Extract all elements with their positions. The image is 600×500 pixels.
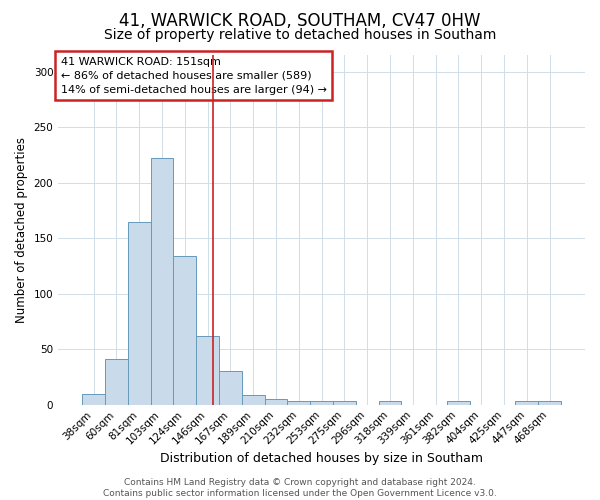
Bar <box>151 158 173 404</box>
Text: Size of property relative to detached houses in Southam: Size of property relative to detached ho… <box>104 28 496 42</box>
Text: 41, WARWICK ROAD, SOUTHAM, CV47 0HW: 41, WARWICK ROAD, SOUTHAM, CV47 0HW <box>119 12 481 30</box>
Bar <box>538 402 561 404</box>
Bar <box>173 256 196 404</box>
Bar <box>287 402 310 404</box>
Text: 41 WARWICK ROAD: 151sqm
← 86% of detached houses are smaller (589)
14% of semi-d: 41 WARWICK ROAD: 151sqm ← 86% of detache… <box>61 56 327 94</box>
Bar <box>265 399 287 404</box>
Bar <box>310 402 333 404</box>
Bar <box>128 222 151 404</box>
Bar <box>105 359 128 405</box>
Text: Contains HM Land Registry data © Crown copyright and database right 2024.
Contai: Contains HM Land Registry data © Crown c… <box>103 478 497 498</box>
Bar <box>82 394 105 404</box>
X-axis label: Distribution of detached houses by size in Southam: Distribution of detached houses by size … <box>160 452 483 465</box>
Bar <box>447 402 470 404</box>
Bar <box>196 336 219 404</box>
Bar <box>242 394 265 404</box>
Bar <box>219 372 242 404</box>
Bar <box>333 402 356 404</box>
Y-axis label: Number of detached properties: Number of detached properties <box>15 137 28 323</box>
Bar <box>515 402 538 404</box>
Bar <box>379 402 401 404</box>
